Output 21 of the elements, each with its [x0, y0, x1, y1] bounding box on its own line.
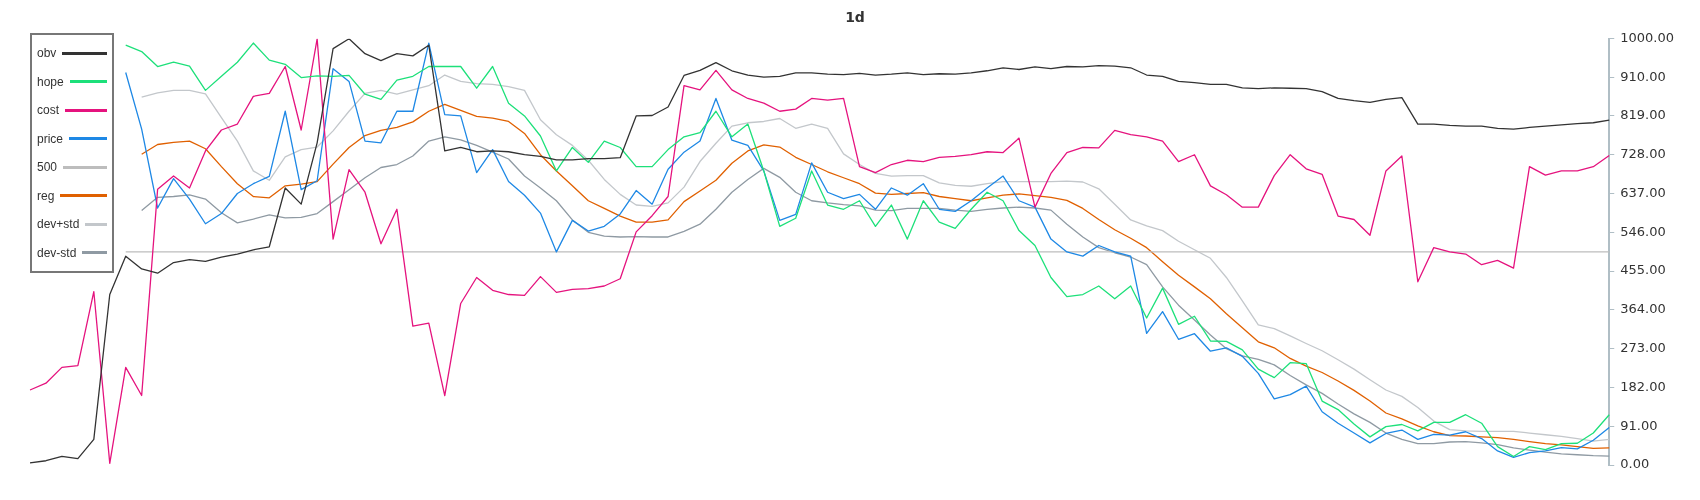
- y-tick-label: 819.00: [1620, 107, 1666, 123]
- legend-label: hope: [37, 74, 64, 89]
- y-tick-label: 455.00: [1620, 262, 1666, 278]
- legend-label: dev-std: [37, 245, 77, 260]
- legend-label: reg: [37, 188, 55, 203]
- y-tick-label: 910.00: [1620, 68, 1666, 84]
- legend-label: price: [37, 131, 64, 146]
- y-tick-label: 728.00: [1620, 146, 1666, 162]
- legend-label: dev+std: [37, 217, 80, 232]
- legend-label: 500: [37, 160, 58, 175]
- chart-title: 1d: [845, 9, 865, 26]
- y-tick-label: 0.00: [1620, 456, 1650, 472]
- y-tick-label: 1000.00: [1620, 30, 1675, 46]
- legend-label: obv: [37, 46, 57, 61]
- y-tick-label: 546.00: [1620, 223, 1666, 239]
- y-tick-label: 273.00: [1620, 340, 1666, 356]
- y-tick-label: 91.00: [1620, 417, 1658, 433]
- y-tick-label: 637.00: [1620, 184, 1666, 200]
- y-tick-label: 182.00: [1620, 378, 1666, 394]
- legend-label: cost: [37, 103, 60, 118]
- y-tick-label: 364.00: [1620, 301, 1666, 317]
